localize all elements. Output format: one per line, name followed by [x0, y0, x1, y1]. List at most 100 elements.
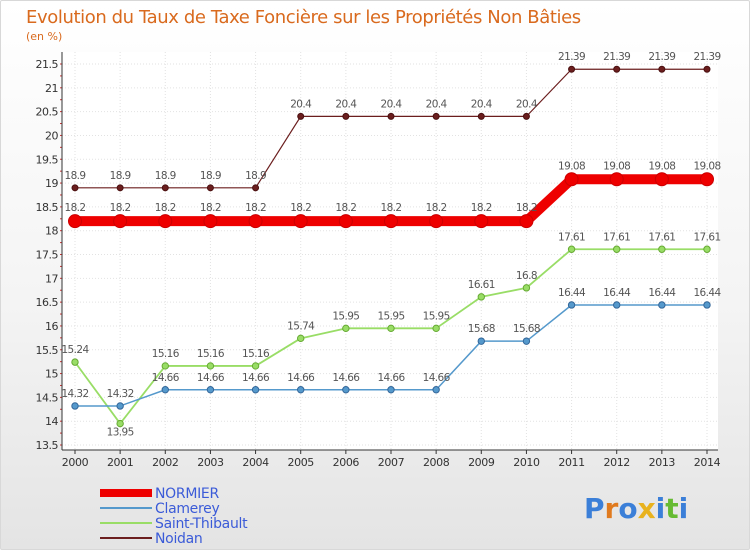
point-saint-thibault: [658, 245, 666, 253]
point-clamerey: [567, 301, 576, 309]
point-clamerey: [206, 386, 215, 394]
point-noidan: [342, 112, 350, 120]
point-noidan: [387, 112, 395, 120]
x-tick-label: 2004: [242, 456, 269, 469]
data-label-normier: 18.2: [65, 202, 86, 214]
point-noidan: [658, 65, 666, 73]
logo-letter: x: [638, 492, 656, 525]
data-label-noidan: 21.39: [603, 51, 630, 63]
x-tick-label: 2010: [513, 456, 540, 469]
point-normier: [429, 214, 444, 229]
data-label-clamerey: 14.66: [377, 372, 405, 384]
logo-letter: o: [618, 492, 637, 525]
logo-letter: i: [656, 492, 666, 525]
y-tick-label: 18.5: [36, 201, 59, 214]
point-noidan: [568, 65, 576, 73]
y-tick-label: 14.5: [36, 391, 59, 404]
data-label-saint-thibault: 17.61: [558, 231, 585, 243]
x-tick-label: 2001: [107, 456, 133, 469]
point-clamerey: [161, 386, 169, 394]
data-label-saint-thibault: 15.74: [287, 320, 315, 332]
point-noidan: [613, 65, 621, 73]
x-tick-label: 2009: [468, 456, 495, 469]
data-label-saint-thibault: 17.61: [648, 231, 675, 243]
point-clamerey: [432, 386, 440, 394]
x-tick-label: 2006: [333, 456, 360, 469]
point-noidan: [477, 112, 485, 120]
x-tick-label: 2011: [558, 456, 584, 469]
x-tick-label: 2000: [62, 456, 89, 469]
data-label-clamerey: 14.32: [107, 388, 134, 400]
point-normier: [474, 214, 489, 229]
point-saint-thibault: [703, 245, 711, 253]
data-label-clamerey: 15.68: [468, 323, 495, 335]
y-unit-label: (en %): [26, 30, 62, 43]
y-tick-label: 21: [45, 82, 58, 95]
data-label-layer: 18.9 18.9 18.9 18.9 18.9 20.4 20.4 20.4 20.4 20.4…: [61, 51, 722, 439]
data-label-clamerey: 14.32: [61, 388, 88, 400]
data-label-saint-thibault: 15.16: [242, 348, 270, 360]
data-label-normier: 19.08: [648, 160, 675, 172]
y-tick-label: 17.5: [36, 249, 59, 262]
data-label-saint-thibault: 15.24: [61, 344, 89, 356]
x-tick-label: 2007: [378, 456, 405, 469]
data-label-normier: 19.08: [603, 160, 630, 172]
point-noidan: [161, 184, 169, 192]
data-label-normier: 18.2: [381, 202, 402, 214]
point-noidan: [252, 184, 260, 192]
point-normier: [654, 172, 669, 187]
data-label-noidan: 18.9: [200, 170, 221, 182]
point-normier: [68, 214, 82, 229]
point-clamerey: [703, 301, 711, 309]
data-label-saint-thibault: 17.61: [693, 231, 720, 243]
point-normier: [248, 214, 263, 229]
point-saint-thibault: [116, 419, 124, 428]
point-noidan: [703, 65, 711, 73]
data-label-normier: 19.08: [558, 160, 585, 172]
point-normier: [293, 214, 308, 229]
point-saint-thibault: [477, 293, 485, 301]
data-label-normier: 18.2: [471, 202, 492, 214]
legend-label-noidan: Noidan: [155, 531, 202, 547]
y-tick-label: 13.5: [36, 439, 59, 452]
point-clamerey: [116, 402, 124, 410]
data-label-saint-thibault: 15.16: [152, 348, 180, 360]
logo-letter: i: [679, 492, 689, 525]
legend-label-clamerey: Clamerey: [155, 501, 219, 517]
data-label-saint-thibault: 15.95: [332, 310, 359, 322]
data-label-noidan: 20.4: [516, 98, 538, 110]
data-label-clamerey: 14.66: [152, 372, 180, 384]
data-label-normier: 18.2: [155, 202, 176, 214]
point-saint-thibault: [432, 324, 440, 333]
y-tick-label: 20: [45, 129, 58, 142]
data-label-saint-thibault: 17.61: [603, 231, 630, 243]
data-label-clamerey: 14.66: [332, 372, 360, 384]
series-layer: [68, 65, 714, 428]
point-saint-thibault: [522, 284, 531, 292]
point-clamerey: [658, 301, 666, 309]
data-label-noidan: 20.4: [290, 98, 312, 110]
point-saint-thibault: [71, 358, 79, 366]
data-label-noidan: 20.4: [381, 98, 403, 110]
point-saint-thibault: [342, 324, 350, 333]
x-tick-label: 2005: [288, 456, 315, 469]
data-label-noidan: 20.4: [335, 98, 357, 110]
data-label-saint-thibault: 16.8: [516, 270, 537, 282]
point-saint-thibault: [161, 362, 169, 370]
data-label-saint-thibault: 15.16: [197, 348, 225, 360]
point-clamerey: [387, 386, 395, 394]
point-noidan: [71, 184, 79, 192]
point-clamerey: [613, 301, 621, 309]
point-saint-thibault: [206, 362, 215, 370]
y-tick-label: 15.5: [36, 344, 59, 357]
data-label-saint-thibault: 13.95: [107, 427, 134, 439]
data-label-normier: 19.08: [693, 160, 720, 172]
point-clamerey: [71, 402, 79, 410]
data-label-normier: 18.2: [110, 202, 131, 214]
x-tick-label: 2012: [604, 456, 630, 469]
point-saint-thibault: [251, 362, 260, 370]
proxiti-logo: Proxiti: [584, 492, 688, 525]
data-label-noidan: 21.39: [558, 51, 585, 63]
logo-letter: r: [605, 492, 619, 525]
